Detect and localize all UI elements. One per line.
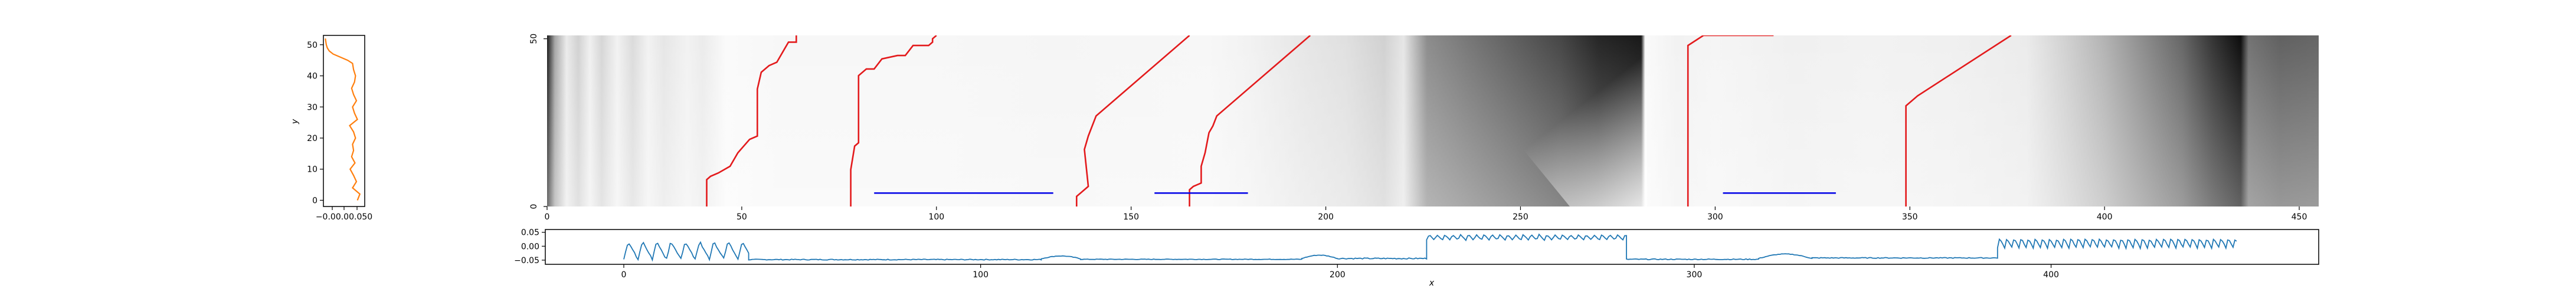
signal-x-ticks: 0 100 200 300 400 <box>621 264 2059 280</box>
heatmap-overlay-lines <box>706 35 2012 206</box>
left-x-tick-labels: −0.00.00.050 <box>316 212 372 222</box>
heatmap-x-tick-label: 150 <box>1123 212 1139 222</box>
left-panel-plot-area <box>323 35 365 206</box>
heatmap-triangle-shade <box>1430 35 1647 206</box>
heatmap-x-tick-label: 0 <box>545 212 550 222</box>
signal-line-layer <box>623 233 2237 262</box>
left-y-axis-label: y <box>290 119 300 124</box>
heatmap-panel: 0 50 100 150 200 250 300 350 400 450 0 50 <box>529 34 2319 222</box>
signal-x-tick-label: 200 <box>1330 270 1346 280</box>
signal-x-axis-label: x <box>1429 278 1435 288</box>
left-y-tick-label: 10 <box>307 165 318 175</box>
red-path-line <box>1905 35 2012 206</box>
heatmap-shading <box>547 35 2319 206</box>
signal-x-tick-label: 300 <box>1687 270 1703 280</box>
heatmap-x-tick-label: 250 <box>1513 212 1528 222</box>
heatmap-x-ticks: 0 50 100 150 200 250 300 350 400 450 <box>545 206 2307 222</box>
signal-panel: 0 100 200 300 400 −0.05 0.00 0.05 x <box>514 228 2319 288</box>
heatmap-x-tick-label: 450 <box>2292 212 2307 222</box>
signal-y-ticks: −0.05 0.00 0.05 <box>514 228 545 266</box>
signal-y-tick-label: −0.05 <box>514 256 539 266</box>
left-series-line <box>325 38 361 201</box>
left-line-panel: 0 10 20 30 40 50 −0.00.00.050 y <box>290 35 372 222</box>
signal-y-tick-label: 0.00 <box>521 242 539 251</box>
heatmap-vertical-shade <box>547 35 2319 206</box>
left-y-tick-label: 30 <box>307 103 318 112</box>
heatmap-y-tick-label: 50 <box>529 34 539 44</box>
heatmap-x-tick-label: 400 <box>2097 212 2113 222</box>
left-y-tick-label: 40 <box>307 72 318 81</box>
left-y-tick-label: 50 <box>307 41 318 50</box>
heatmap-y-ticks: 0 50 <box>529 34 547 209</box>
heatmap-y-tick-label: 0 <box>529 204 539 209</box>
red-path-line <box>706 35 797 206</box>
heatmap-x-tick-label: 100 <box>928 212 944 222</box>
signal-x-tick-label: 0 <box>621 270 627 280</box>
left-y-tick-label: 0 <box>312 196 318 205</box>
signal-series-line <box>623 233 2237 262</box>
heatmap-x-tick-label: 200 <box>1318 212 1334 222</box>
red-path-line <box>850 35 937 206</box>
signal-y-tick-label: 0.05 <box>521 228 539 238</box>
red-path-line <box>1687 35 1774 206</box>
left-line-layer <box>325 38 361 201</box>
heatmap-x-tick-label: 300 <box>1707 212 1723 222</box>
heatmap-x-tick-label: 50 <box>737 212 747 222</box>
signal-x-tick-label: 100 <box>973 270 988 280</box>
left-x-ticks: −0.00.00.050 <box>316 206 372 222</box>
left-y-tick-label: 20 <box>307 134 318 143</box>
signal-x-tick-label: 400 <box>2043 270 2059 280</box>
signal-frame <box>545 229 2319 265</box>
red-path-line <box>1189 35 1311 206</box>
signal-plot-area <box>545 230 2319 264</box>
left-y-ticks: 0 10 20 30 40 50 <box>307 41 323 205</box>
heatmap-x-tick-label: 350 <box>1902 212 1918 222</box>
red-path-line <box>1076 35 1190 206</box>
